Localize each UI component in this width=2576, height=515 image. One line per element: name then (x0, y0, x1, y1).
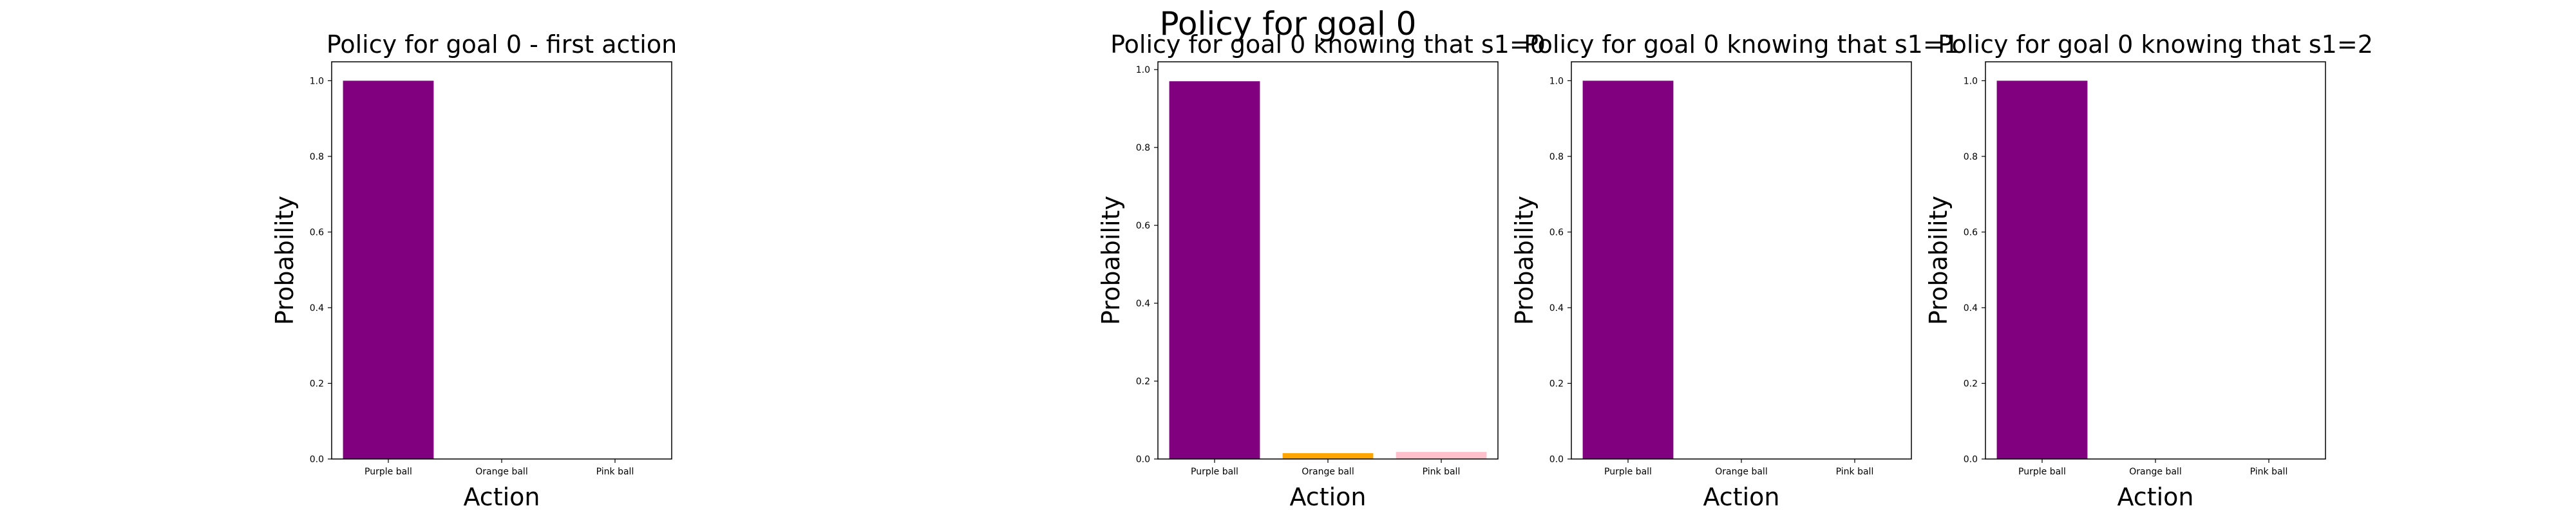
y-tick-label: 0.4 (1964, 303, 1978, 314)
y-tick-label: 0.2 (1136, 377, 1150, 387)
y-tick-label: 0.0 (1549, 454, 1564, 465)
x-axis-label: Action (463, 483, 540, 511)
subplot-title: Policy for goal 0 - first action (327, 30, 677, 59)
bar (343, 80, 434, 459)
subplot-1: 0.0 0.2 0.4 0.6 0.8 1.0 Purple ball Orange ball… (1097, 30, 1546, 511)
x-tick-label: Pink ball (2250, 467, 2288, 477)
y-tick-label: 0.6 (1964, 227, 1978, 238)
y-tick-label: 0.6 (1549, 227, 1564, 238)
y-tick-label: 0.8 (310, 152, 324, 162)
bar (1996, 80, 2088, 459)
x-tick-label: Pink ball (596, 467, 634, 477)
y-tick-label: 0.0 (310, 454, 324, 465)
bar (1169, 81, 1260, 459)
y-tick-label: 1.0 (1549, 76, 1564, 86)
bar (1396, 452, 1487, 459)
bar (1282, 453, 1374, 459)
subplot-title: Policy for goal 0 knowing that s1=0 (1110, 30, 1546, 59)
y-tick-label: 0.8 (1549, 152, 1564, 162)
y-tick-label: 0.2 (310, 379, 324, 389)
x-tick-label: Orange ball (2129, 467, 2181, 477)
y-tick-label: 0.0 (1136, 454, 1150, 465)
y-tick-label: 0.2 (1964, 379, 1978, 389)
y-tick-label: 1.0 (1136, 65, 1150, 75)
x-tick-label: Purple ball (365, 467, 412, 477)
y-tick-label: 0.6 (310, 227, 324, 238)
y-axis-label: Probability (1510, 196, 1539, 325)
y-tick-label: 0.0 (1964, 454, 1978, 465)
subplot-3: 0.0 0.2 0.4 0.6 0.8 1.0 Purple ball Orange ball… (1924, 30, 2373, 511)
x-tick-label: Orange ball (475, 467, 527, 477)
subplot-2: 0.0 0.2 0.4 0.6 0.8 1.0 Purple ball Orange ball… (1510, 30, 1959, 511)
y-axis-label: Probability (270, 196, 299, 325)
x-tick-label: Pink ball (1836, 467, 1874, 477)
y-tick-label: 1.0 (310, 76, 324, 86)
y-tick-label: 0.6 (1136, 221, 1150, 231)
x-tick-label: Purple ball (1604, 467, 1652, 477)
subplot-title: Policy for goal 0 knowing that s1=1 (1524, 30, 1959, 59)
bar (1582, 80, 1674, 459)
figure-suptitle: Policy for goal 0 (1160, 5, 1417, 42)
y-tick-label: 1.0 (1964, 76, 1978, 86)
y-tick-label: 0.8 (1136, 143, 1150, 153)
x-tick-label: Purple ball (2018, 467, 2066, 477)
x-tick-label: Purple ball (1191, 467, 1238, 477)
x-tick-label: Pink ball (1423, 467, 1461, 477)
y-tick-label: 0.4 (1549, 303, 1564, 314)
y-tick-label: 0.8 (1964, 152, 1978, 162)
y-axis-label: Probability (1924, 196, 1953, 325)
x-tick-label: Orange ball (1302, 467, 1354, 477)
y-tick-label: 0.4 (310, 303, 324, 314)
y-tick-label: 0.2 (1549, 379, 1564, 389)
y-axis-label: Probability (1097, 196, 1125, 325)
subplot-0: 0.0 0.2 0.4 0.6 0.8 1.0 Purple ball Orange ball… (270, 30, 677, 511)
y-tick-label: 0.4 (1136, 299, 1150, 309)
x-axis-label: Action (1703, 483, 1779, 511)
subplot-title: Policy for goal 0 knowing that s1=2 (1938, 30, 2373, 59)
x-axis-label: Action (1289, 483, 1366, 511)
x-tick-label: Orange ball (1715, 467, 1767, 477)
x-axis-label: Action (2117, 483, 2193, 511)
subplots: 0.0 0.2 0.4 0.6 0.8 1.0 Purple ball Orange ball… (270, 30, 2373, 511)
